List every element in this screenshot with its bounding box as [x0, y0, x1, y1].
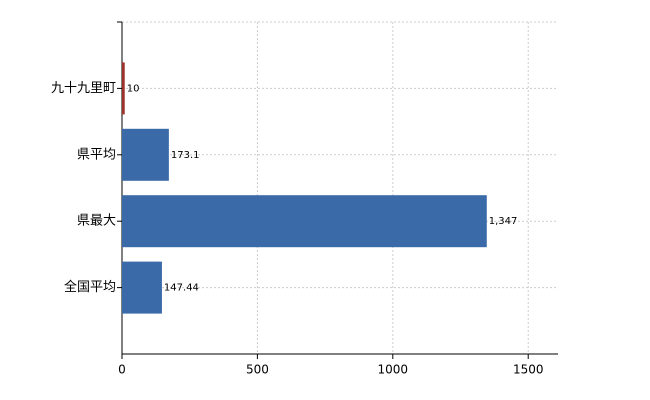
value-label: 1,347: [489, 216, 518, 227]
value-label: 147.44: [164, 283, 199, 294]
value-label: 10: [127, 83, 140, 94]
y-tick-label: 県平均: [77, 147, 116, 162]
y-tick-label: 全国平均: [64, 279, 116, 295]
x-tick-label: 500: [246, 363, 269, 377]
bar: [122, 62, 125, 115]
x-tick-label: 0: [118, 363, 126, 377]
value-label: 173.1: [171, 150, 200, 161]
x-tick-label: 1000: [378, 363, 409, 377]
bar: [122, 261, 162, 314]
x-tick-label: 1500: [513, 363, 544, 377]
bar: [122, 128, 169, 181]
y-tick-label: 県最大: [77, 214, 116, 229]
bar: [122, 195, 487, 248]
y-tick-label: 九十九里町: [51, 81, 116, 96]
